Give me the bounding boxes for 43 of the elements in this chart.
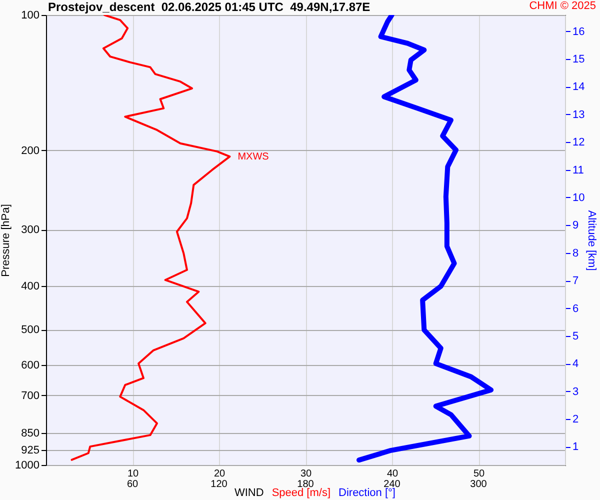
x2-tick-label: 300 (470, 479, 488, 490)
annotation: MXWS (238, 152, 270, 163)
y-tick-label: 400 (21, 280, 40, 292)
y2-tick-label: 11 (572, 164, 584, 176)
x-tick-label: 20 (214, 468, 226, 480)
line-series (70, 15, 231, 461)
y2-tick-label: 12 (572, 136, 585, 149)
chart-title: Prostejov_descent 02.06.2025 01:45 UTC 49.49N,17.87E (48, 0, 370, 14)
x-tick-label: 30 (300, 468, 312, 480)
text: Speed [m/s] (272, 487, 331, 499)
y-tick-label: 300 (21, 224, 40, 236)
y2-tick-label: 8 (572, 247, 579, 260)
y-tick-label: 200 (21, 144, 40, 157)
x2-tick-label: 60 (126, 479, 138, 490)
x2-tick-label: 120 (210, 479, 228, 490)
x-tick-label: 40 (386, 468, 398, 480)
y-tick-label: 700 (21, 390, 40, 402)
y2-tick-label: 13 (572, 108, 585, 121)
y2-tick-label: 5 (572, 330, 579, 342)
text: Direction [°] (338, 487, 396, 499)
y2-tick-label: 7 (572, 275, 579, 288)
text: CHMI © 2025 (529, 0, 596, 12)
y2-tick-label: 3 (572, 386, 579, 398)
x-axis-title: WIND (234, 487, 264, 499)
x-tick-label: 10 (127, 468, 139, 480)
y-tick-label: 850 (21, 428, 40, 440)
x-tick-label: 50 (473, 468, 485, 480)
y-tick-label: 600 (21, 360, 40, 372)
y2-tick-label: 16 (572, 26, 585, 38)
y-tick-label: 925 (21, 444, 40, 456)
y2-tick-label: 10 (572, 192, 585, 204)
y2-tick-label: 15 (572, 54, 585, 66)
y2-tick-label: 2 (572, 414, 579, 426)
y-axis-title: Pressure [hPa] (0, 204, 12, 277)
y-tick-label: 100 (21, 10, 40, 22)
y-tick-label: 500 (21, 324, 40, 336)
y2-tick-label: 14 (572, 81, 585, 94)
y2-axis-title: Altitude [km] (586, 210, 598, 271)
y2-tick-label: 6 (572, 302, 579, 315)
y-tick-label: 1000 (15, 460, 40, 472)
y2-tick-label: 4 (572, 358, 579, 370)
y2-tick-label: 1 (572, 441, 579, 454)
y2-tick-label: 9 (572, 220, 579, 232)
